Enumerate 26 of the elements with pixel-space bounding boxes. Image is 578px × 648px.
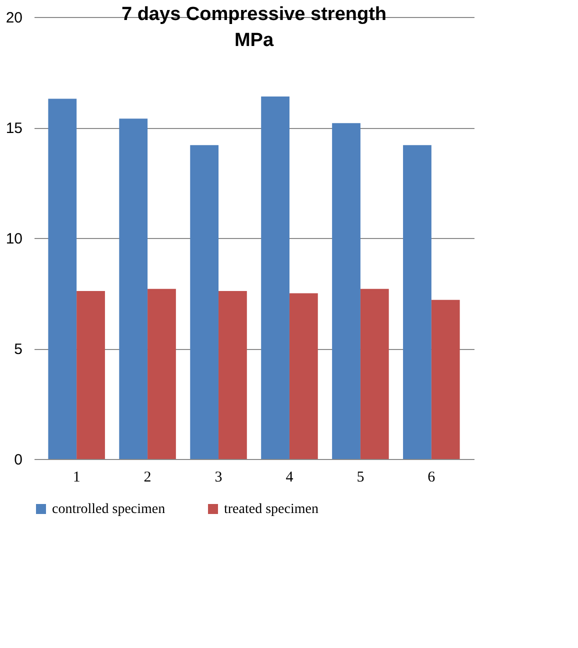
x-tick-label: 1 — [72, 470, 80, 486]
y-tick-label: 15 — [6, 120, 22, 137]
chart-title: 7 days Compressive strength MPa — [121, 4, 387, 51]
bar — [289, 293, 318, 459]
legend-label: controlled specimen — [52, 502, 166, 517]
x-tick-label: 6 — [428, 470, 436, 486]
bar — [360, 288, 389, 459]
y-tick-label: 10 — [6, 230, 22, 248]
bar — [190, 145, 219, 459]
y-tick-label: 5 — [14, 341, 22, 358]
bar — [218, 291, 247, 459]
bar — [119, 118, 148, 459]
x-tick-label: 5 — [356, 470, 364, 486]
bar — [261, 96, 290, 459]
legend-label: treated specimen — [224, 502, 318, 517]
y-tick-label: 20 — [6, 10, 22, 26]
bar — [76, 291, 105, 459]
x-tick-label: 2 — [144, 470, 152, 486]
bar — [148, 288, 176, 459]
bar — [48, 98, 77, 459]
x-tick-label: 4 — [286, 470, 294, 486]
bar — [431, 300, 460, 459]
x-tick-label: 3 — [214, 470, 222, 486]
bar — [332, 123, 360, 459]
bar — [403, 145, 432, 459]
y-tick-label: 0 — [14, 452, 22, 468]
